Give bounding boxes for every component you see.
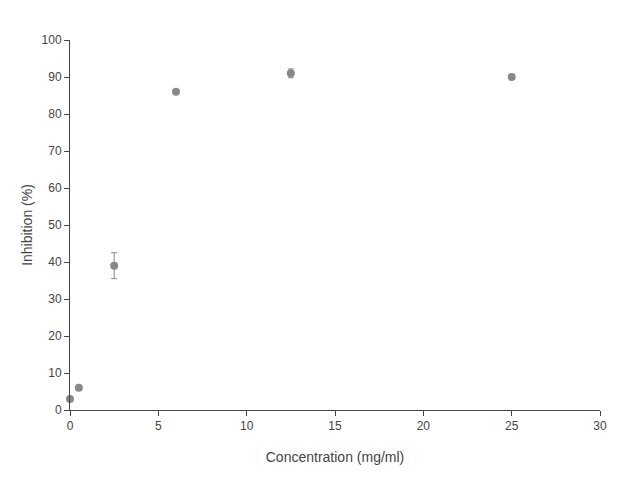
svg-text:60: 60: [48, 181, 62, 195]
svg-text:10: 10: [48, 366, 62, 380]
svg-text:30: 30: [48, 292, 62, 306]
svg-text:5: 5: [155, 419, 162, 433]
svg-text:15: 15: [328, 419, 342, 433]
svg-text:25: 25: [505, 419, 519, 433]
svg-text:90: 90: [48, 70, 62, 84]
svg-text:Inhibition (%): Inhibition (%): [19, 184, 35, 266]
svg-text:20: 20: [417, 419, 431, 433]
svg-text:20: 20: [48, 329, 62, 343]
svg-text:80: 80: [48, 107, 62, 121]
svg-text:10: 10: [240, 419, 254, 433]
svg-text:50: 50: [48, 218, 62, 232]
svg-text:Concentration (mg/ml): Concentration (mg/ml): [266, 449, 405, 465]
svg-text:40: 40: [48, 255, 62, 269]
svg-text:30: 30: [593, 419, 607, 433]
svg-text:70: 70: [48, 144, 62, 158]
svg-text:100: 100: [42, 33, 62, 47]
svg-text:0: 0: [55, 403, 62, 417]
svg-text:0: 0: [67, 419, 74, 433]
